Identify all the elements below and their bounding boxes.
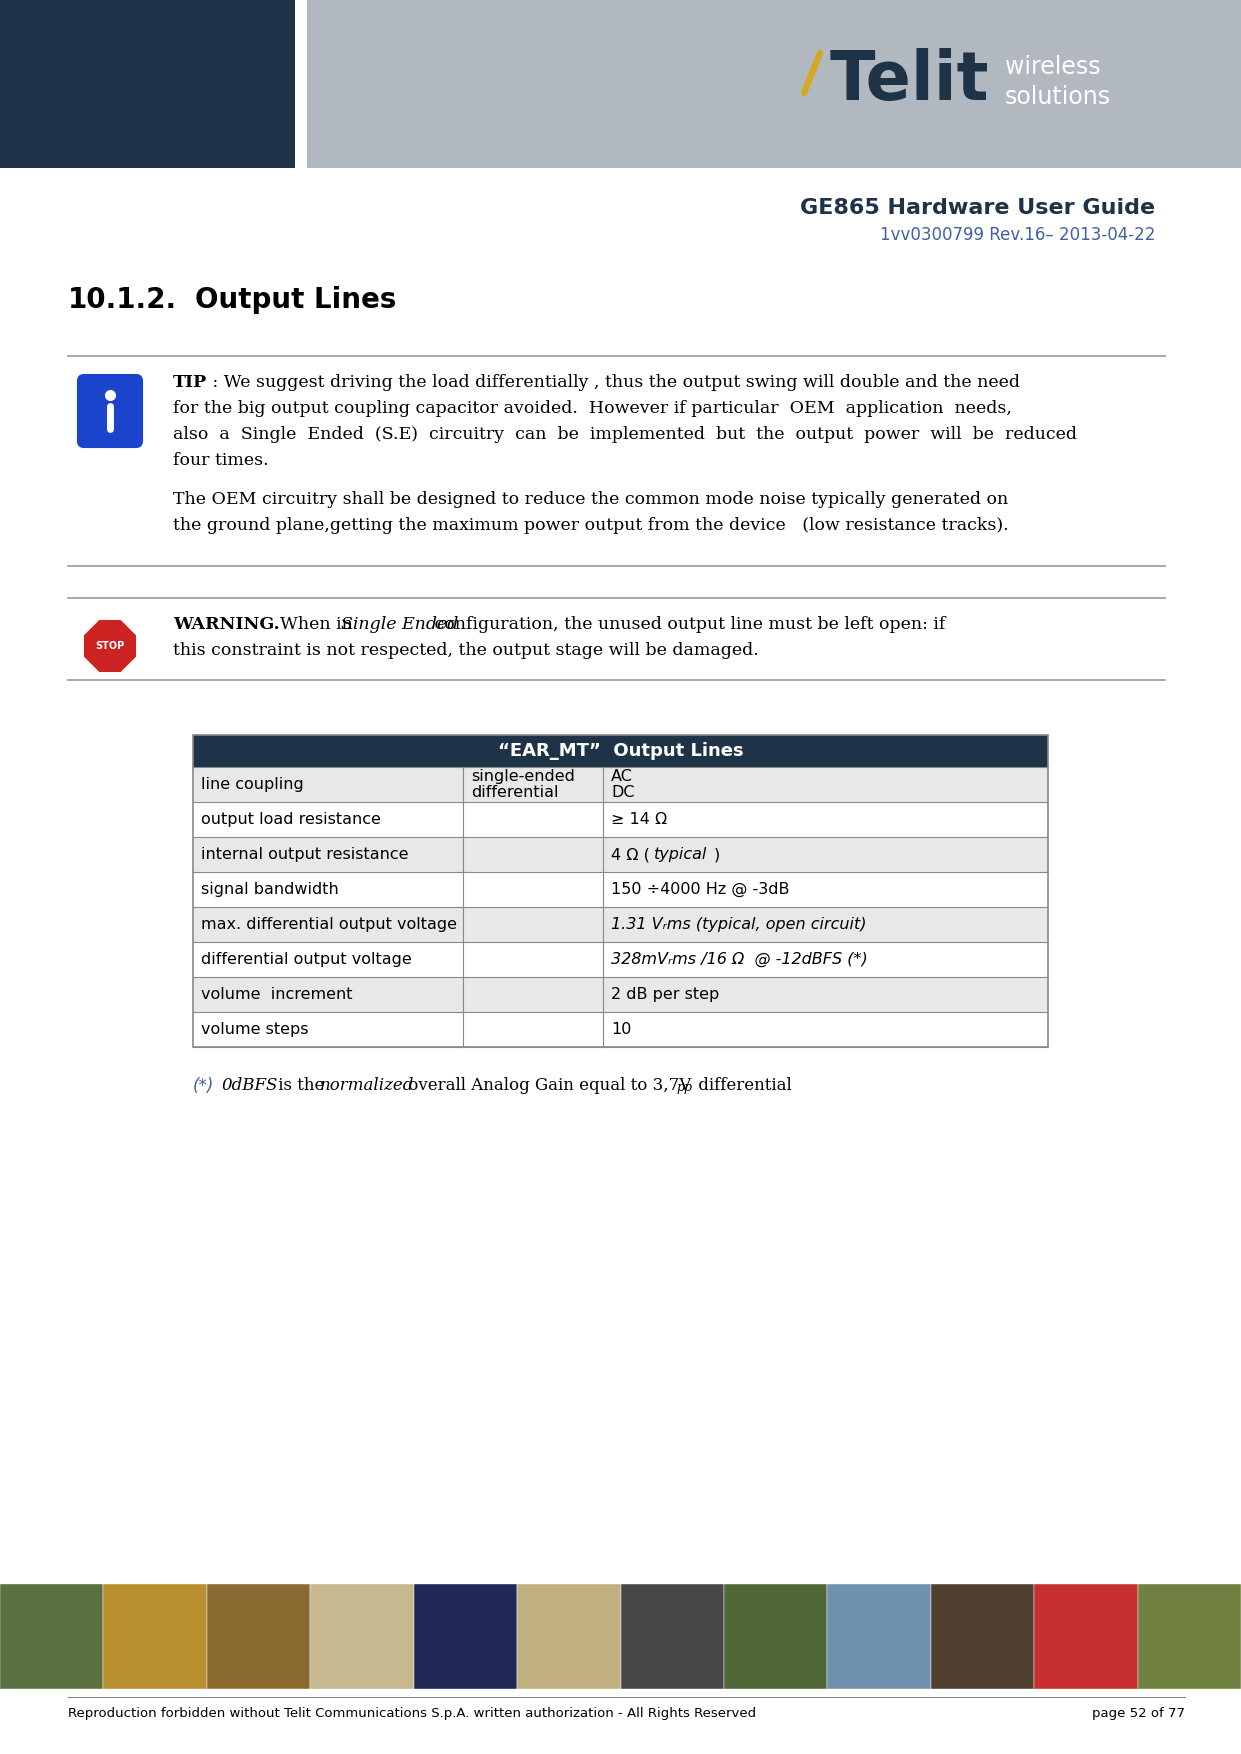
Text: is the: is the: [273, 1077, 330, 1094]
Bar: [413, 1584, 517, 1689]
Text: typical: typical: [654, 847, 707, 861]
Bar: [724, 1584, 828, 1689]
Text: ≥ 14 Ω: ≥ 14 Ω: [611, 812, 668, 826]
Bar: [307, 0, 1241, 168]
Text: “EAR_MT”  Output Lines: “EAR_MT” Output Lines: [498, 742, 743, 759]
Text: page 52 of 77: page 52 of 77: [1092, 1707, 1185, 1721]
Bar: [194, 766, 1047, 802]
Text: 150 ÷4000 Hz @ -3dB: 150 ÷4000 Hz @ -3dB: [611, 882, 789, 896]
Polygon shape: [82, 617, 138, 674]
Bar: [828, 1584, 931, 1689]
Bar: [620, 1584, 724, 1689]
Text: 10.1.2.: 10.1.2.: [68, 286, 177, 314]
Text: 4 Ω (: 4 Ω (: [611, 847, 650, 861]
Text: AC: AC: [611, 768, 633, 784]
Text: 2 dB per step: 2 dB per step: [611, 988, 720, 1002]
Text: wireless: wireless: [1005, 54, 1101, 79]
Text: 10: 10: [611, 1023, 632, 1037]
Bar: [207, 1584, 310, 1689]
Text: Reproduction forbidden without Telit Communications S.p.A. written authorization: Reproduction forbidden without Telit Com…: [68, 1707, 756, 1721]
Text: STOP: STOP: [96, 640, 124, 651]
Bar: [194, 735, 1047, 1047]
Text: overall Analog Gain equal to 3,7V: overall Analog Gain equal to 3,7V: [403, 1077, 691, 1094]
Text: the ground plane,getting the maximum power output from the device   (low resista: the ground plane,getting the maximum pow…: [172, 517, 1009, 533]
Text: differential: differential: [692, 1077, 792, 1094]
Text: The OEM circuitry shall be designed to reduce the common mode noise typically ge: The OEM circuitry shall be designed to r…: [172, 491, 1008, 509]
Bar: [194, 907, 1047, 942]
Bar: [194, 1012, 1047, 1047]
FancyBboxPatch shape: [78, 375, 141, 447]
Text: single-ended: single-ended: [472, 768, 575, 784]
Text: internal output resistance: internal output resistance: [201, 847, 408, 861]
Bar: [194, 977, 1047, 1012]
Text: configuration, the unused output line must be left open: if: configuration, the unused output line mu…: [429, 616, 946, 633]
Bar: [1034, 1584, 1138, 1689]
Text: Output Lines: Output Lines: [195, 286, 396, 314]
Text: normalized: normalized: [320, 1077, 414, 1094]
Text: WARNING.: WARNING.: [172, 616, 279, 633]
Text: DC: DC: [611, 786, 634, 800]
Text: also  a  Single  Ended  (S.E)  circuitry  can  be  implemented  but  the  output: also a Single Ended (S.E) circuitry can …: [172, 426, 1077, 444]
Text: line coupling: line coupling: [201, 777, 304, 793]
Bar: [517, 1584, 620, 1689]
Bar: [103, 1584, 207, 1689]
Text: differential output voltage: differential output voltage: [201, 952, 412, 966]
Text: output load resistance: output load resistance: [201, 812, 381, 826]
Text: max. differential output voltage: max. differential output voltage: [201, 917, 457, 931]
Text: When in: When in: [269, 616, 359, 633]
Bar: [194, 735, 1047, 766]
Text: 328mVᵣms /16 Ω  @ -12dBFS (*): 328mVᵣms /16 Ω @ -12dBFS (*): [611, 952, 867, 966]
Bar: [0, 1584, 103, 1689]
Text: Telit: Telit: [830, 47, 989, 114]
Bar: [194, 872, 1047, 907]
Text: four times.: four times.: [172, 453, 268, 468]
Text: this constraint is not respected, the output stage will be damaged.: this constraint is not respected, the ou…: [172, 642, 758, 660]
Bar: [310, 1584, 413, 1689]
Text: differential: differential: [472, 786, 558, 800]
Text: 1vv0300799 Rev.16– 2013-04-22: 1vv0300799 Rev.16– 2013-04-22: [880, 226, 1155, 244]
Text: TIP: TIP: [172, 374, 207, 391]
Bar: [194, 837, 1047, 872]
Text: 0dBFS: 0dBFS: [221, 1077, 278, 1094]
Text: 1.31 Vᵣms (typical, open circuit): 1.31 Vᵣms (typical, open circuit): [611, 917, 866, 931]
Text: for the big output coupling capacitor avoided.  However if particular  OEM  appl: for the big output coupling capacitor av…: [172, 400, 1011, 417]
Bar: [0, 0, 295, 168]
Text: : We suggest driving the load differentially , thus the output swing will double: : We suggest driving the load differenti…: [207, 374, 1020, 391]
Bar: [295, 0, 307, 168]
Text: ): ): [714, 847, 720, 861]
Text: GE865 Hardware User Guide: GE865 Hardware User Guide: [800, 198, 1155, 217]
Text: (*): (*): [194, 1077, 215, 1094]
Text: solutions: solutions: [1005, 84, 1111, 109]
Bar: [194, 802, 1047, 837]
Text: signal bandwidth: signal bandwidth: [201, 882, 339, 896]
Bar: [1138, 1584, 1241, 1689]
Text: Single Ended: Single Ended: [341, 616, 458, 633]
Bar: [931, 1584, 1034, 1689]
Text: volume steps: volume steps: [201, 1023, 309, 1037]
Bar: [194, 942, 1047, 977]
Text: pp: pp: [676, 1080, 692, 1094]
Text: volume  increment: volume increment: [201, 988, 352, 1002]
